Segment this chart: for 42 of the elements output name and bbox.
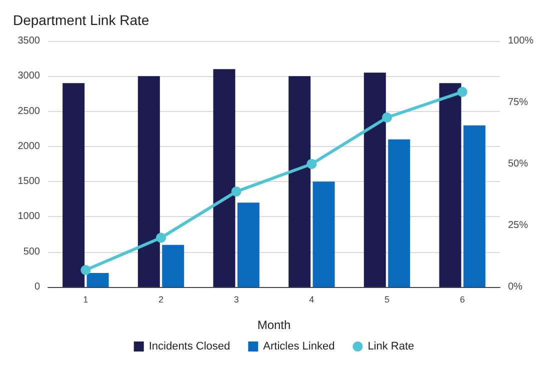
bar [388,139,410,287]
y2-tick-label: 0% [508,282,523,292]
point [231,186,242,197]
y-tick-label: 0 [34,282,40,292]
x-axis-title: Month [257,318,291,332]
legend-label: Incidents Closed [148,340,230,352]
y-tick-label: 3500 [18,36,40,46]
bar [162,244,184,287]
bar [237,202,260,287]
y-tick-label: 1000 [18,211,40,222]
y2-tick-label: 50% [508,158,528,170]
x-tick-label: 2 [158,294,164,304]
y2-tick-label: 75% [508,97,528,108]
y-tick-label: 1500 [18,176,40,188]
point [457,86,468,97]
legend-label: Link Rate [368,340,414,352]
bar [364,72,386,287]
point [306,159,317,169]
y-tick-label: 2000 [18,140,40,152]
x-tick-label: 4 [309,294,314,304]
bar [213,69,236,287]
x-tick-label: 1 [83,294,88,304]
bar [288,76,311,287]
bar [138,76,160,287]
bar [312,182,335,287]
bar [463,125,486,287]
bar [62,83,85,287]
y2-tick-label: 100% [508,36,534,46]
bar [86,272,109,287]
x-tick-label: 3 [234,294,239,304]
point [382,112,392,123]
y-tick-label: 500 [23,246,40,258]
bar [439,83,462,287]
x-tick-label: 5 [384,294,390,304]
y-tick-label: 3000 [18,70,40,82]
x-tick-label: 6 [460,294,465,304]
point [80,265,91,276]
point [156,232,166,243]
y-tick-label: 2500 [18,106,40,117]
chart-title: Department Link Rate [13,12,150,28]
legend-label: Articles Linked [263,340,335,352]
y2-tick-label: 25% [508,220,528,231]
